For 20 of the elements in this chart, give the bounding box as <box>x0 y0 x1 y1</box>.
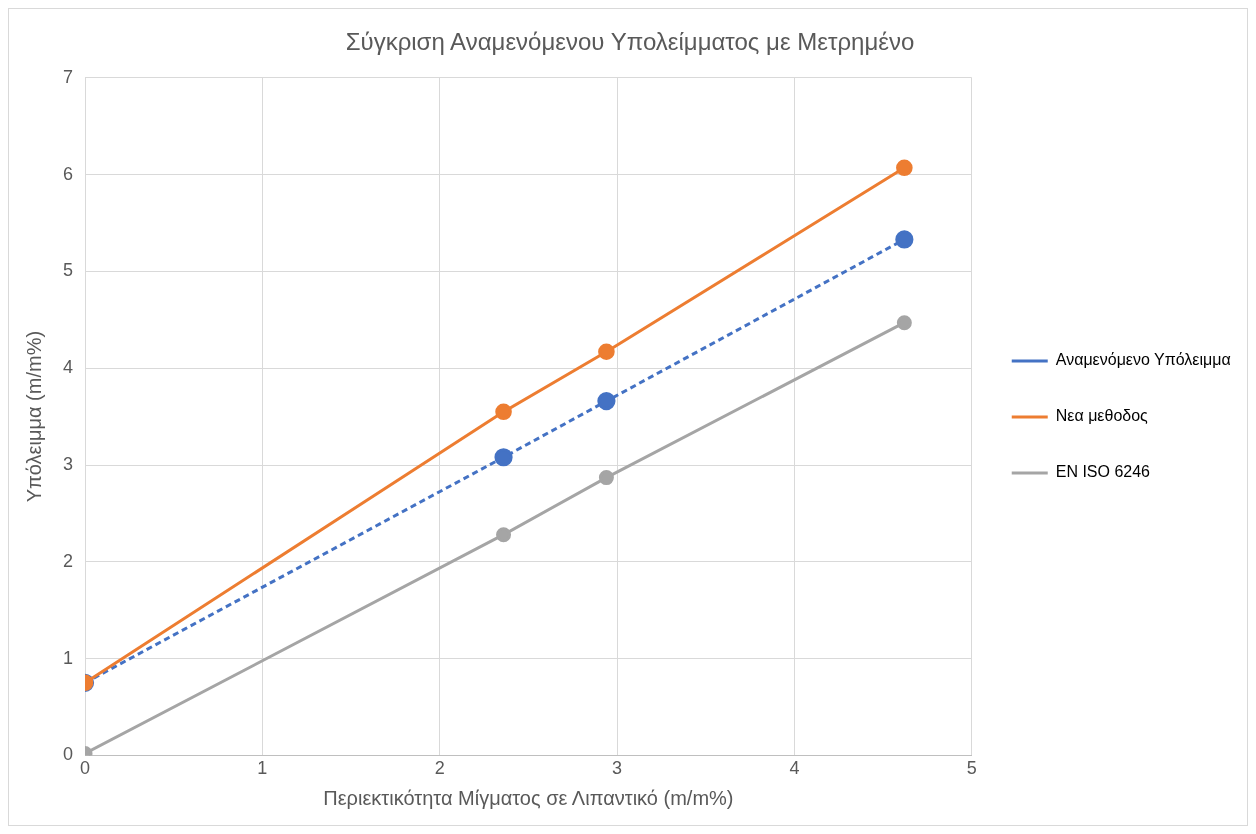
legend-label: Αναμενόμενο Υπόλειμμα <box>1055 351 1231 369</box>
y-axis-title: Υπόλειμμα (m/m%) <box>22 330 45 503</box>
x-axis-title: Περιεκτικότητα Μίγματος σε Λιπαντικό (m/m%) <box>323 786 734 809</box>
legend-label: Νεα μεθοδος <box>1055 407 1149 425</box>
chart-title: Σύγκριση Αναμενόμενου Υπολείμματος με Μετρημένο <box>345 28 915 56</box>
x-tick-label: 1 <box>257 758 268 779</box>
y-tick-label: 6 <box>63 163 74 184</box>
y-tick-label: 7 <box>63 66 74 87</box>
x-tick-label: 5 <box>966 758 977 779</box>
x-tick-label: 0 <box>80 758 91 779</box>
y-tick-label: 5 <box>63 260 74 281</box>
y-tick-label: 3 <box>63 453 74 474</box>
legend-label: EN ISO 6246 <box>1055 463 1151 481</box>
y-tick-label: 4 <box>63 357 74 378</box>
y-tick-label: 2 <box>63 550 74 571</box>
x-tick-label: 3 <box>612 758 623 779</box>
x-tick-label: 4 <box>789 758 800 779</box>
y-tick-label: 0 <box>63 744 74 765</box>
x-tick-label: 2 <box>434 758 445 779</box>
y-tick-label: 1 <box>63 647 74 668</box>
